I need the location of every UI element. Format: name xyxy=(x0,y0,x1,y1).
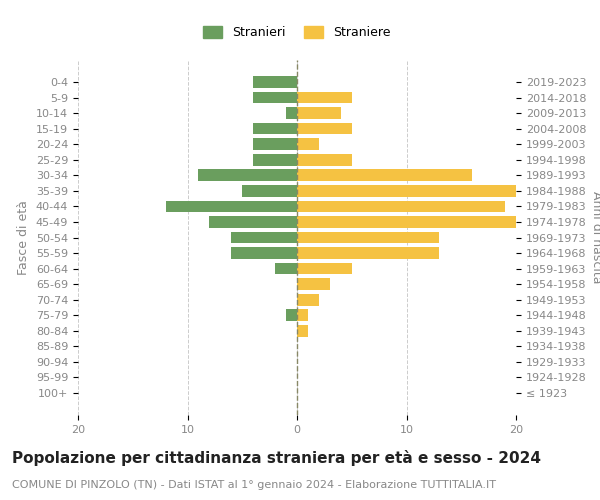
Bar xyxy=(253,123,297,134)
Bar xyxy=(232,232,297,243)
Bar xyxy=(286,310,297,321)
Bar xyxy=(253,154,297,166)
Bar xyxy=(242,185,297,196)
Bar xyxy=(286,107,297,119)
Bar xyxy=(297,170,472,181)
Bar xyxy=(297,107,341,119)
Bar xyxy=(209,216,297,228)
Bar xyxy=(297,263,352,274)
Bar xyxy=(232,247,297,259)
Bar xyxy=(297,123,352,134)
Bar xyxy=(297,185,516,196)
Bar xyxy=(297,154,352,166)
Bar xyxy=(297,247,439,259)
Bar xyxy=(297,216,516,228)
Bar xyxy=(275,263,297,274)
Text: COMUNE DI PINZOLO (TN) - Dati ISTAT al 1° gennaio 2024 - Elaborazione TUTTITALIA: COMUNE DI PINZOLO (TN) - Dati ISTAT al 1… xyxy=(12,480,496,490)
Bar xyxy=(297,278,330,290)
Bar xyxy=(253,76,297,88)
Bar xyxy=(297,138,319,150)
Bar xyxy=(166,200,297,212)
Y-axis label: Fasce di età: Fasce di età xyxy=(17,200,31,275)
Y-axis label: Anni di nascita: Anni di nascita xyxy=(590,191,600,284)
Text: Popolazione per cittadinanza straniera per età e sesso - 2024: Popolazione per cittadinanza straniera p… xyxy=(12,450,541,466)
Bar xyxy=(297,92,352,104)
Legend: Stranieri, Straniere: Stranieri, Straniere xyxy=(197,20,397,46)
Bar xyxy=(297,294,319,306)
Bar xyxy=(297,232,439,243)
Bar xyxy=(297,200,505,212)
Bar xyxy=(297,325,308,336)
Bar xyxy=(297,310,308,321)
Bar xyxy=(253,92,297,104)
Bar xyxy=(253,138,297,150)
Bar xyxy=(199,170,297,181)
